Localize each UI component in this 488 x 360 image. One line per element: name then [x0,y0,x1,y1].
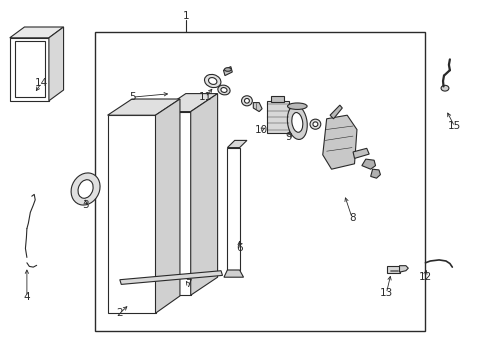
Text: 13: 13 [379,288,392,298]
Polygon shape [49,27,63,101]
Polygon shape [399,266,407,272]
Ellipse shape [221,87,226,93]
Ellipse shape [440,85,448,91]
Polygon shape [224,270,243,277]
Text: 3: 3 [82,200,89,210]
Bar [271,96,284,102]
Polygon shape [190,94,217,295]
Ellipse shape [78,180,93,198]
Text: 12: 12 [418,272,431,282]
Polygon shape [159,112,190,295]
Polygon shape [361,159,375,169]
Polygon shape [107,115,155,313]
Text: 1: 1 [182,11,189,21]
Polygon shape [120,271,222,284]
Text: 15: 15 [447,121,461,131]
Ellipse shape [244,99,249,103]
Text: 7: 7 [184,279,191,289]
Ellipse shape [217,85,230,95]
Polygon shape [352,148,368,158]
Text: 2: 2 [116,308,123,318]
Text: 5: 5 [128,92,135,102]
Ellipse shape [241,96,252,106]
Text: 6: 6 [236,243,243,253]
Ellipse shape [208,77,217,85]
Ellipse shape [287,103,306,109]
Text: 8: 8 [348,213,355,223]
Bar [386,266,399,273]
Polygon shape [266,101,289,133]
Text: 9: 9 [285,132,291,142]
Ellipse shape [287,105,306,139]
Polygon shape [155,99,180,313]
Text: 4: 4 [23,292,30,302]
Polygon shape [10,38,49,101]
Polygon shape [227,148,239,270]
Polygon shape [370,169,380,178]
Polygon shape [159,94,217,112]
Ellipse shape [224,68,231,71]
Polygon shape [253,103,262,112]
Polygon shape [329,105,342,119]
Ellipse shape [204,75,221,87]
Text: 11: 11 [198,92,212,102]
Ellipse shape [312,122,317,126]
Polygon shape [107,99,180,115]
Bar [95,32,425,331]
Ellipse shape [309,119,320,129]
Polygon shape [223,67,232,76]
Text: 10: 10 [255,125,267,135]
Polygon shape [322,115,356,169]
Polygon shape [227,140,246,148]
Text: 14: 14 [35,78,48,88]
Ellipse shape [71,173,100,205]
Ellipse shape [291,113,302,132]
Polygon shape [10,27,63,38]
